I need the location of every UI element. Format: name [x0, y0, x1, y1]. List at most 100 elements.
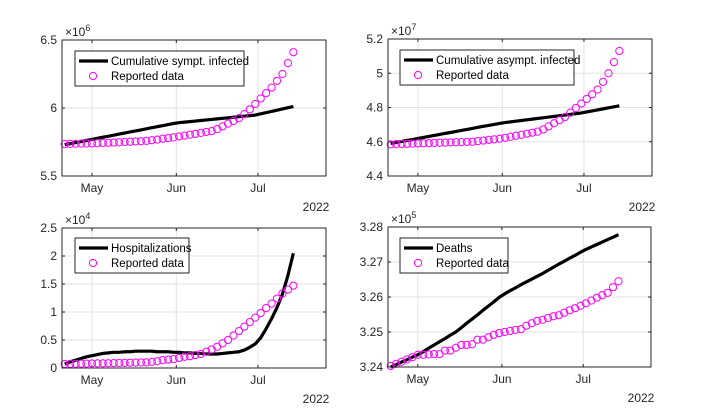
data-marker [234, 326, 244, 336]
data-marker [98, 359, 107, 368]
data-marker [153, 357, 162, 366]
exponent-base: ×10 [391, 212, 412, 226]
data-marker [592, 293, 601, 302]
data-marker [272, 76, 282, 85]
data-marker [93, 359, 102, 368]
legend-box [74, 237, 190, 274]
data-marker [473, 335, 482, 344]
x-tick-label: Jun [167, 181, 186, 195]
data-marker [424, 139, 433, 148]
legend-marker-swatch [413, 70, 423, 80]
data-marker [554, 311, 563, 320]
year-label: 2022 [628, 391, 655, 405]
model-curve [64, 104, 294, 147]
data-marker [451, 138, 461, 147]
legend: Cumulative sympt. infected Reported data [74, 50, 249, 87]
data-marker [136, 358, 146, 367]
x-tick-label: May [81, 181, 104, 195]
data-marker [180, 131, 189, 140]
y-tick-label: 6 [50, 101, 57, 115]
data-marker [522, 129, 531, 138]
data-marker [495, 328, 504, 338]
data-marker [82, 139, 91, 148]
data-marker [615, 46, 624, 56]
x-tick-label: Jul [250, 373, 265, 387]
data-marker [158, 356, 167, 365]
data-marker [397, 139, 406, 149]
data-marker [566, 108, 575, 117]
data-marker [104, 138, 113, 147]
subplot-4: 3.24 3.25 3.26 3.27 3.28 May Jun Jul 2022 ×105 Dea… [360, 210, 655, 405]
year-label: 2022 [303, 392, 330, 406]
legend-box [399, 237, 509, 274]
subplot-3: 0 0.5 1 1.5 2 2.5 May Jun Jul 2022 ×104 Hospitaliza… [40, 211, 329, 406]
exponent-power: 5 [411, 210, 416, 220]
data-marker [229, 331, 238, 340]
data-marker [98, 138, 107, 148]
data-marker [169, 354, 178, 364]
y-tick-label: 2 [50, 249, 57, 263]
data-marker [262, 88, 271, 98]
data-marker [408, 353, 417, 362]
data-marker [245, 105, 254, 114]
model-curve [64, 252, 295, 366]
axes-box [387, 38, 653, 177]
data-marker [174, 353, 184, 363]
data-marker [522, 321, 531, 330]
data-marker [549, 312, 558, 321]
y-tick-label: 2.5 [40, 221, 57, 235]
data-marker [533, 127, 542, 136]
exponent-base: ×10 [65, 25, 86, 39]
data-marker [185, 352, 195, 361]
data-marker [240, 110, 249, 119]
data-marker [392, 140, 401, 149]
data-marker [478, 335, 487, 344]
data-marker [289, 281, 298, 290]
data-marker [424, 350, 433, 359]
data-marker [76, 359, 86, 368]
data-marker [267, 83, 276, 92]
legend: Hospitalizations Reported data [74, 237, 192, 274]
y-tick-label: 1.5 [40, 277, 57, 291]
data-marker [76, 139, 86, 148]
data-marker [505, 326, 515, 336]
data-marker [609, 58, 618, 67]
y-tick-label: 3.26 [360, 290, 384, 304]
data-marker [413, 139, 423, 148]
data-marker [495, 134, 504, 143]
data-marker [267, 299, 276, 308]
data-marker [120, 137, 129, 147]
exponent-power: 7 [411, 22, 416, 32]
series-line [64, 252, 295, 366]
data-marker [598, 291, 607, 300]
series-layer [386, 233, 623, 371]
axes-box [61, 39, 327, 177]
exponent-power: 6 [85, 23, 90, 33]
data-marker [234, 114, 244, 123]
data-marker [245, 317, 254, 327]
data-marker [272, 294, 282, 303]
data-marker [256, 309, 265, 318]
model-curve [390, 233, 620, 369]
series-marker [60, 281, 298, 369]
data-marker [142, 358, 151, 367]
subplot-2: 4.4 4.6 4.8 5 5.2 May Jun Jul 2022 ×107 Cumulative… [366, 22, 655, 214]
data-marker [577, 99, 586, 108]
y-tick-label: 3.27 [360, 255, 384, 269]
data-marker [533, 316, 542, 325]
x-tick-label: May [407, 181, 430, 195]
year-label: 2022 [629, 200, 656, 214]
x-tick-label: May [406, 372, 429, 386]
data-marker [511, 131, 521, 140]
data-marker [468, 137, 477, 146]
x-tick-label: Jun [167, 373, 186, 387]
legend: Deaths Reported data [399, 237, 509, 274]
legend-marker-swatch [88, 258, 98, 268]
data-marker [429, 349, 439, 359]
data-marker [251, 99, 260, 109]
data-marker [506, 132, 515, 141]
legend-label: Hospitalizations [111, 243, 192, 255]
data-marker [402, 355, 412, 364]
legend-marker-swatch [88, 71, 98, 81]
data-marker [490, 135, 499, 144]
